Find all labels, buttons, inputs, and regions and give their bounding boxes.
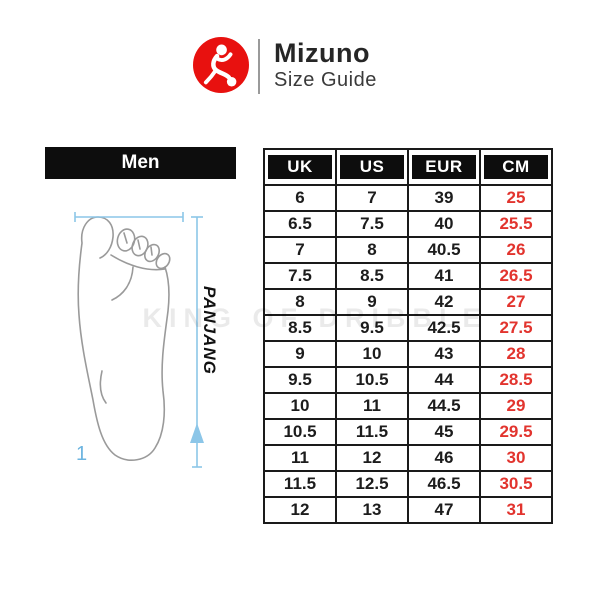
size-table: UK US EUR CM 6 7 39 25 6.5 7.5 40 25.5 7 8 40.5 26 7.5 8… [263, 148, 553, 524]
size-cell-eur: 46.5 [407, 470, 481, 498]
table-row: 8.5 9.5 42.5 27.5 [263, 314, 553, 342]
size-cell-eur: 43 [407, 340, 481, 368]
brand-text: Mizuno Size Guide [274, 38, 377, 91]
size-cell-uk: 9 [263, 340, 337, 368]
column-header-label: EUR [412, 155, 476, 179]
size-cell-eur: 40.5 [407, 236, 481, 264]
size-cell-us: 11.5 [335, 418, 409, 446]
column-header-eur: EUR [407, 148, 481, 186]
size-table-container: UK US EUR CM 6 7 39 25 6.5 7.5 40 25.5 7 8 40.5 26 7.5 8… [263, 148, 553, 524]
size-cell-cm: 26 [479, 236, 553, 264]
table-row: 8 9 42 27 [263, 288, 553, 316]
runner-kicking-ball-icon [193, 37, 249, 93]
size-cell-cm: 29.5 [479, 418, 553, 446]
size-cell-us: 7.5 [335, 210, 409, 238]
size-cell-cm: 25 [479, 184, 553, 212]
size-cell-eur: 47 [407, 496, 481, 524]
size-cell-cm: 30 [479, 444, 553, 472]
logo-divider [258, 39, 260, 94]
size-cell-uk: 6.5 [263, 210, 337, 238]
size-cell-uk: 11 [263, 444, 337, 472]
size-table-body: 6 7 39 25 6.5 7.5 40 25.5 7 8 40.5 26 7.5 8.5 41 26.5 8 9… [263, 184, 553, 524]
table-row: 10 11 44.5 29 [263, 392, 553, 420]
column-header-cm: CM [479, 148, 553, 186]
size-cell-us: 9 [335, 288, 409, 316]
brand-name: Mizuno [274, 38, 370, 68]
up-arrow-icon [190, 423, 204, 443]
table-row: 9 10 43 28 [263, 340, 553, 368]
size-cell-uk: 12 [263, 496, 337, 524]
size-cell-cm: 25.5 [479, 210, 553, 238]
size-cell-uk: 6 [263, 184, 337, 212]
foot-outline [77, 216, 171, 461]
size-cell-eur: 42.5 [407, 314, 481, 342]
size-cell-us: 12 [335, 444, 409, 472]
table-row: 6 7 39 25 [263, 184, 553, 212]
table-row: 12 13 47 31 [263, 496, 553, 524]
table-row: 7 8 40.5 26 [263, 236, 553, 264]
gender-header: Men [45, 147, 236, 179]
size-cell-cm: 28.5 [479, 366, 553, 394]
length-axis-label: PANJANG [200, 286, 219, 375]
table-row: 11 12 46 30 [263, 444, 553, 472]
table-row: 11.5 12.5 46.5 30.5 [263, 470, 553, 498]
size-cell-cm: 27.5 [479, 314, 553, 342]
size-cell-eur: 44 [407, 366, 481, 394]
column-header-label: CM [484, 155, 548, 179]
size-cell-cm: 27 [479, 288, 553, 316]
length-measure-lines [74, 212, 203, 468]
size-cell-cm: 28 [479, 340, 553, 368]
size-cell-eur: 40 [407, 210, 481, 238]
size-cell-us: 10 [335, 340, 409, 368]
table-row: 10.5 11.5 45 29.5 [263, 418, 553, 446]
size-table-header-row: UK US EUR CM [263, 148, 553, 186]
size-cell-eur: 44.5 [407, 392, 481, 420]
size-cell-us: 11 [335, 392, 409, 420]
size-cell-uk: 8.5 [263, 314, 337, 342]
size-cell-eur: 42 [407, 288, 481, 316]
column-header-uk: UK [263, 148, 337, 186]
size-cell-cm: 30.5 [479, 470, 553, 498]
size-cell-us: 13 [335, 496, 409, 524]
size-cell-uk: 10 [263, 392, 337, 420]
size-cell-us: 12.5 [335, 470, 409, 498]
size-cell-cm: 31 [479, 496, 553, 524]
foot-length-diagram [74, 212, 204, 468]
size-cell-uk: 10.5 [263, 418, 337, 446]
table-row: 9.5 10.5 44 28.5 [263, 366, 553, 394]
table-row: 6.5 7.5 40 25.5 [263, 210, 553, 238]
size-cell-us: 8.5 [335, 262, 409, 290]
column-header-label: UK [268, 155, 332, 179]
size-cell-uk: 9.5 [263, 366, 337, 394]
size-cell-uk: 7.5 [263, 262, 337, 290]
column-header-label: US [340, 155, 404, 179]
column-header-us: US [335, 148, 409, 186]
size-cell-cm: 26.5 [479, 262, 553, 290]
size-cell-eur: 39 [407, 184, 481, 212]
brand-logo [193, 37, 249, 93]
page-title: Size Guide [274, 69, 377, 91]
size-cell-eur: 46 [407, 444, 481, 472]
table-row: 7.5 8.5 41 26.5 [263, 262, 553, 290]
size-cell-uk: 11.5 [263, 470, 337, 498]
diagram-footnote: 1 [76, 443, 88, 465]
size-cell-cm: 29 [479, 392, 553, 420]
size-cell-uk: 8 [263, 288, 337, 316]
size-cell-us: 7 [335, 184, 409, 212]
size-cell-us: 10.5 [335, 366, 409, 394]
size-cell-us: 8 [335, 236, 409, 264]
size-cell-uk: 7 [263, 236, 337, 264]
size-cell-eur: 41 [407, 262, 481, 290]
size-cell-us: 9.5 [335, 314, 409, 342]
size-cell-eur: 45 [407, 418, 481, 446]
